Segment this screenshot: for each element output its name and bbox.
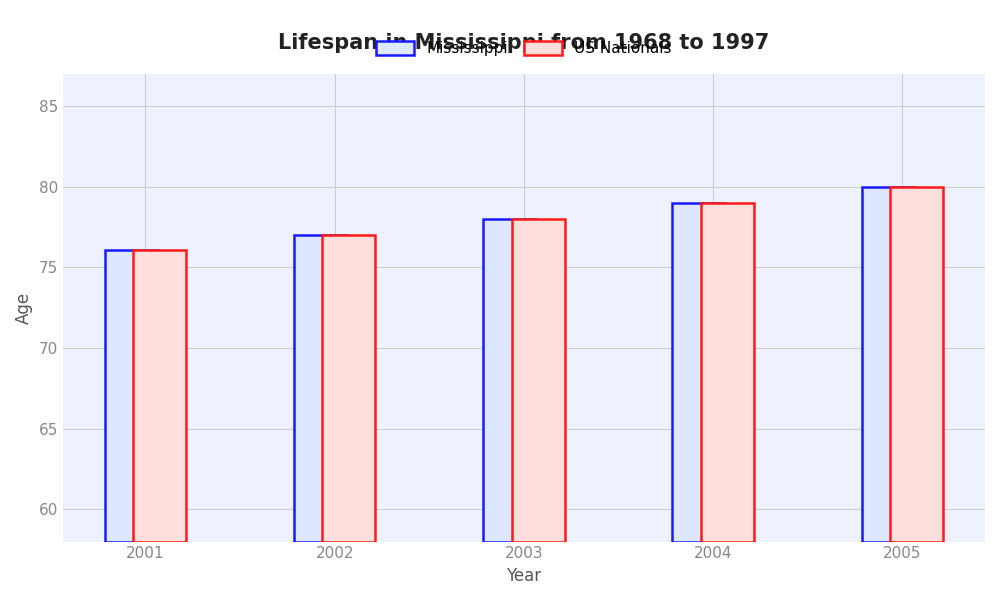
Bar	[133, 250, 186, 542]
Bar	[483, 219, 536, 542]
Legend: Mississippi, US Nationals: Mississippi, US Nationals	[370, 35, 678, 62]
Bar	[512, 219, 565, 542]
Bar	[672, 203, 725, 542]
Y-axis label: Age: Age	[15, 292, 33, 324]
Bar	[890, 187, 943, 542]
Title: Lifespan in Mississippi from 1968 to 1997: Lifespan in Mississippi from 1968 to 199…	[278, 33, 770, 53]
X-axis label: Year: Year	[506, 567, 541, 585]
Bar	[701, 203, 754, 542]
Bar	[862, 187, 915, 542]
Bar	[105, 250, 158, 542]
Bar	[294, 235, 347, 542]
Bar	[322, 235, 375, 542]
